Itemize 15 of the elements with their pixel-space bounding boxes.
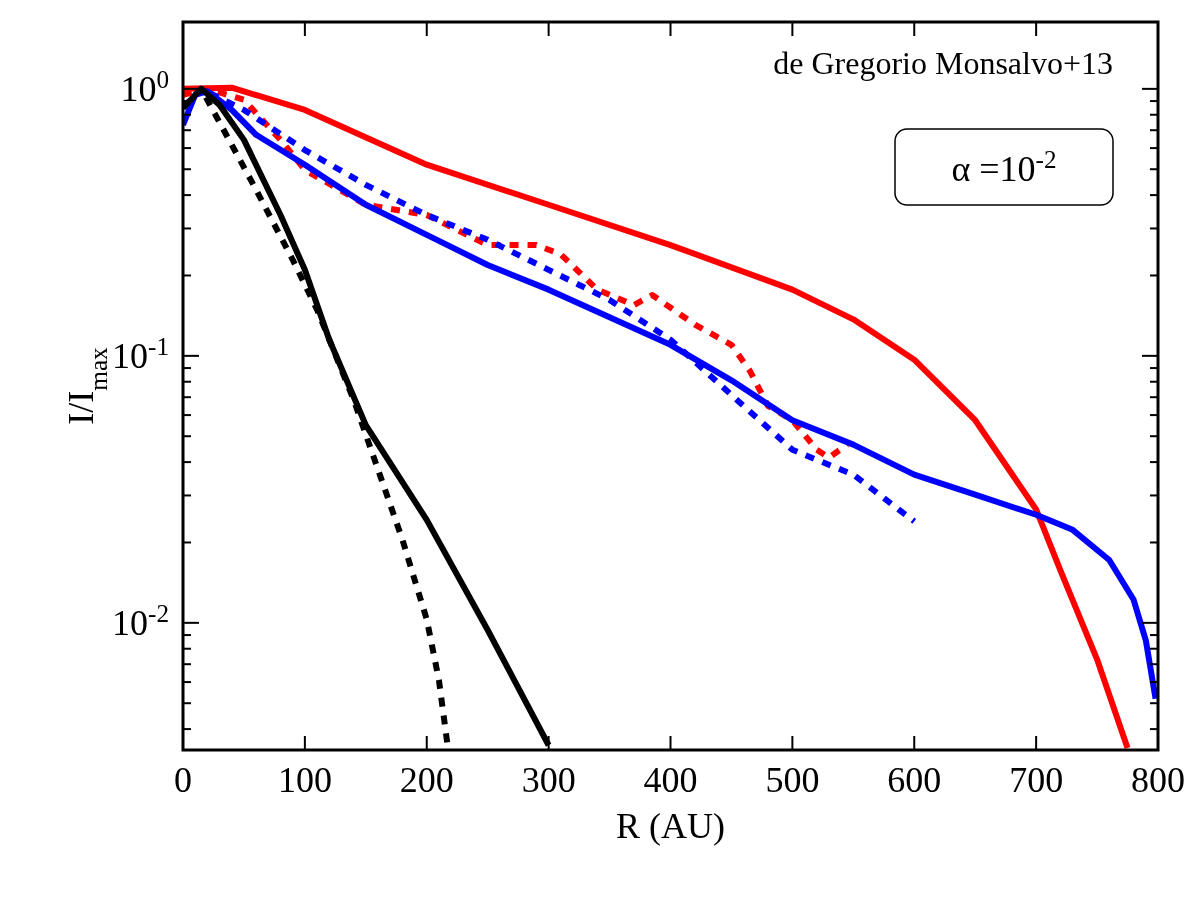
x-tick-label: 500 xyxy=(765,760,820,800)
x-tick-label: 400 xyxy=(643,760,698,800)
y-tick-label: 10$^{-2}$ xyxy=(112,599,169,643)
x-tick-label: 100 xyxy=(277,760,332,800)
x-tick-label: 700 xyxy=(1009,760,1064,800)
annotation: α =10$^{-2}$ xyxy=(951,145,1057,189)
x-tick-label: 0 xyxy=(174,760,192,800)
annotation: de Gregorio Monsalvo+13 xyxy=(773,45,1113,81)
y-tick-label: 10$^{-1}$ xyxy=(112,332,169,376)
x-tick-label: 200 xyxy=(399,760,454,800)
x-tick-label: 300 xyxy=(521,760,576,800)
x-tick-label: 600 xyxy=(887,760,942,800)
y-tick-label: 10$^{0}$ xyxy=(120,65,169,109)
x-tick-label: 800 xyxy=(1131,760,1185,800)
x-axis-title: R (AU) xyxy=(616,806,725,846)
